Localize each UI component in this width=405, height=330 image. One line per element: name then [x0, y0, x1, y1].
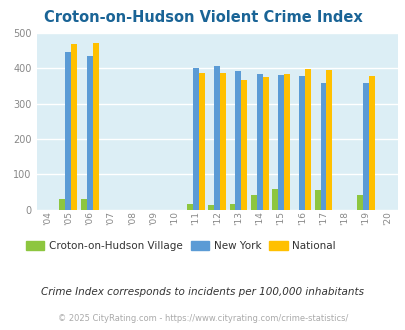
- Bar: [71, 44, 77, 210]
- Bar: [271, 189, 277, 210]
- Bar: [65, 52, 71, 210]
- Bar: [283, 74, 289, 210]
- Bar: [60, 199, 65, 210]
- Bar: [256, 74, 262, 210]
- Bar: [81, 199, 87, 210]
- Bar: [250, 195, 256, 210]
- Text: © 2025 CityRating.com - https://www.cityrating.com/crime-statistics/: © 2025 CityRating.com - https://www.city…: [58, 314, 347, 323]
- Bar: [87, 56, 92, 210]
- Legend: Croton-on-Hudson Village, New York, National: Croton-on-Hudson Village, New York, Nati…: [21, 237, 339, 255]
- Bar: [214, 66, 220, 210]
- Bar: [220, 73, 226, 210]
- Bar: [277, 75, 283, 210]
- Bar: [235, 71, 241, 210]
- Bar: [362, 83, 368, 210]
- Bar: [326, 70, 332, 210]
- Bar: [356, 195, 362, 210]
- Bar: [305, 69, 310, 210]
- Text: Crime Index corresponds to incidents per 100,000 inhabitants: Crime Index corresponds to incidents per…: [41, 287, 364, 297]
- Bar: [320, 83, 326, 210]
- Bar: [187, 204, 192, 210]
- Bar: [314, 190, 320, 210]
- Bar: [262, 77, 268, 210]
- Bar: [229, 204, 235, 210]
- Bar: [298, 77, 305, 210]
- Bar: [92, 43, 98, 210]
- Text: Croton-on-Hudson Violent Crime Index: Croton-on-Hudson Violent Crime Index: [43, 10, 362, 25]
- Bar: [208, 205, 214, 210]
- Bar: [192, 68, 198, 210]
- Bar: [368, 76, 374, 210]
- Bar: [241, 80, 247, 210]
- Bar: [198, 73, 205, 210]
